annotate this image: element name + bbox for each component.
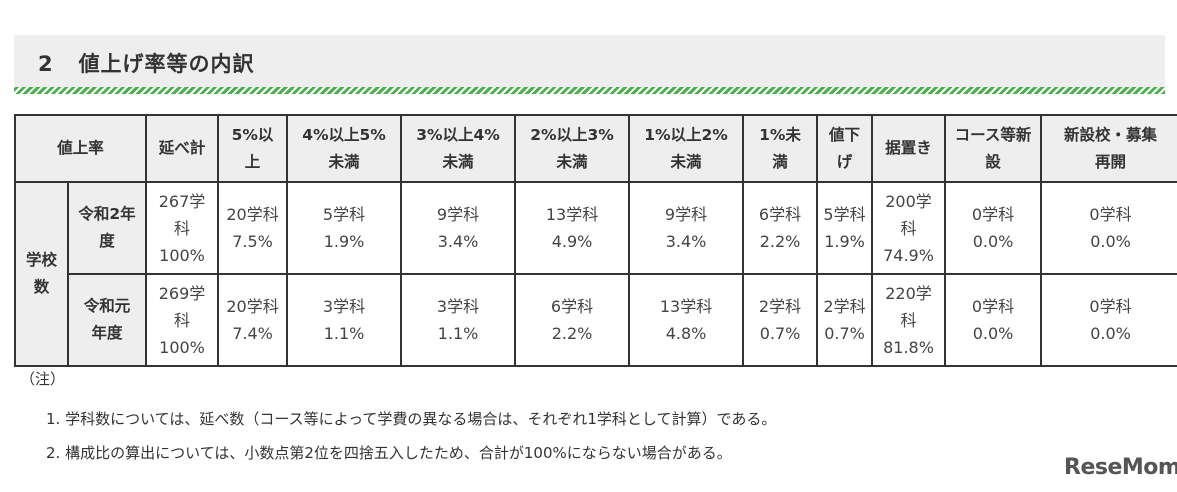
header-c1: 5%以上: [217, 114, 289, 183]
header-rate: 値上率: [13, 114, 148, 183]
section-number: 2: [38, 52, 54, 76]
header-c8: 据置き: [871, 114, 947, 183]
table-row: 令和元 年度 269学科 100% 20学科 7.4% 3学科 1.1% 3学科 1.1%…: [15, 273, 1177, 367]
header-c6: 1%未満: [742, 114, 819, 183]
cell-c5: 13学科 4.8%: [628, 273, 745, 367]
cell-total: 269学科 100%: [145, 273, 220, 367]
header-c3: 3%以上4% 未満: [400, 114, 517, 183]
note-item-1: 1. 学科数については、延べ数（コース等によって学費の異なる場合は、それぞれ1学…: [46, 410, 777, 428]
header-c7: 値下げ: [816, 114, 874, 183]
header-total: 延べ計: [145, 114, 220, 183]
cell-c9: 0学科 0.0%: [944, 181, 1043, 275]
cell-c4: 13学科 4.9%: [514, 181, 631, 275]
cell-c10: 0学科 0.0%: [1040, 181, 1177, 275]
cell-c1: 20学科 7.5%: [217, 181, 289, 275]
cell-c3: 3学科 1.1%: [400, 273, 517, 367]
year-label-r1: 令和元 年度: [66, 273, 148, 367]
cell-c8: 200学科 74.9%: [871, 181, 947, 275]
section-title-bar: 2 値上げ率等の内訳: [14, 35, 1165, 87]
cell-c8: 220学科 81.8%: [871, 273, 947, 367]
header-c9: コース等新設: [944, 114, 1043, 183]
note-item-2: 2. 構成比の算出については、小数点第2位を四捨五入したため、合計が100%にな…: [46, 444, 732, 462]
table-row: 学校数 令和2年度 267学科 100% 20学科 7.5% 5学科 1.9% 9学科…: [14, 181, 1177, 367]
section-title: 2 値上げ率等の内訳: [38, 48, 255, 78]
header-c2: 4%以上5% 未満: [286, 114, 403, 183]
section-title-text: 値上げ率等の内訳: [78, 52, 255, 76]
cell-c4: 6学科 2.2%: [514, 273, 631, 367]
resemom-logo: ReseMom: [1064, 455, 1177, 480]
header-c10: 新設校・募集 再開: [1040, 114, 1177, 183]
notes-heading: （注）: [20, 370, 66, 388]
cell-c2: 3学科 1.1%: [286, 273, 403, 367]
cell-c7: 5学科 1.9%: [816, 181, 874, 275]
row-group-label: 学校数: [14, 181, 69, 367]
cell-c3: 9学科 3.4%: [400, 181, 517, 275]
cell-c10: 0学科 0.0%: [1040, 273, 1177, 367]
cell-c9: 0学科 0.0%: [944, 273, 1043, 367]
cell-c6: 6学科 2.2%: [742, 181, 819, 275]
year-label-r2: 令和2年度: [66, 181, 148, 275]
rate-breakdown-table: 値上率 延べ計 5%以上 4%以上5% 未満 3%以上4% 未満 2%以上3% 未満 …: [13, 114, 1177, 367]
cell-c7: 2学科 0.7%: [816, 273, 874, 367]
header-c5: 1%以上2% 未満: [628, 114, 745, 183]
cell-c1: 20学科 7.4%: [217, 273, 289, 367]
cell-c2: 5学科 1.9%: [286, 181, 403, 275]
cell-c6: 2学科 0.7%: [742, 273, 819, 367]
cell-total: 267学科 100%: [145, 181, 220, 275]
cell-c5: 9学科 3.4%: [628, 181, 745, 275]
header-row: 値上率 延べ計 5%以上 4%以上5% 未満 3%以上4% 未満 2%以上3% 未満 …: [13, 114, 1177, 183]
green-stripe-divider: [14, 87, 1165, 94]
header-c4: 2%以上3% 未満: [514, 114, 631, 183]
